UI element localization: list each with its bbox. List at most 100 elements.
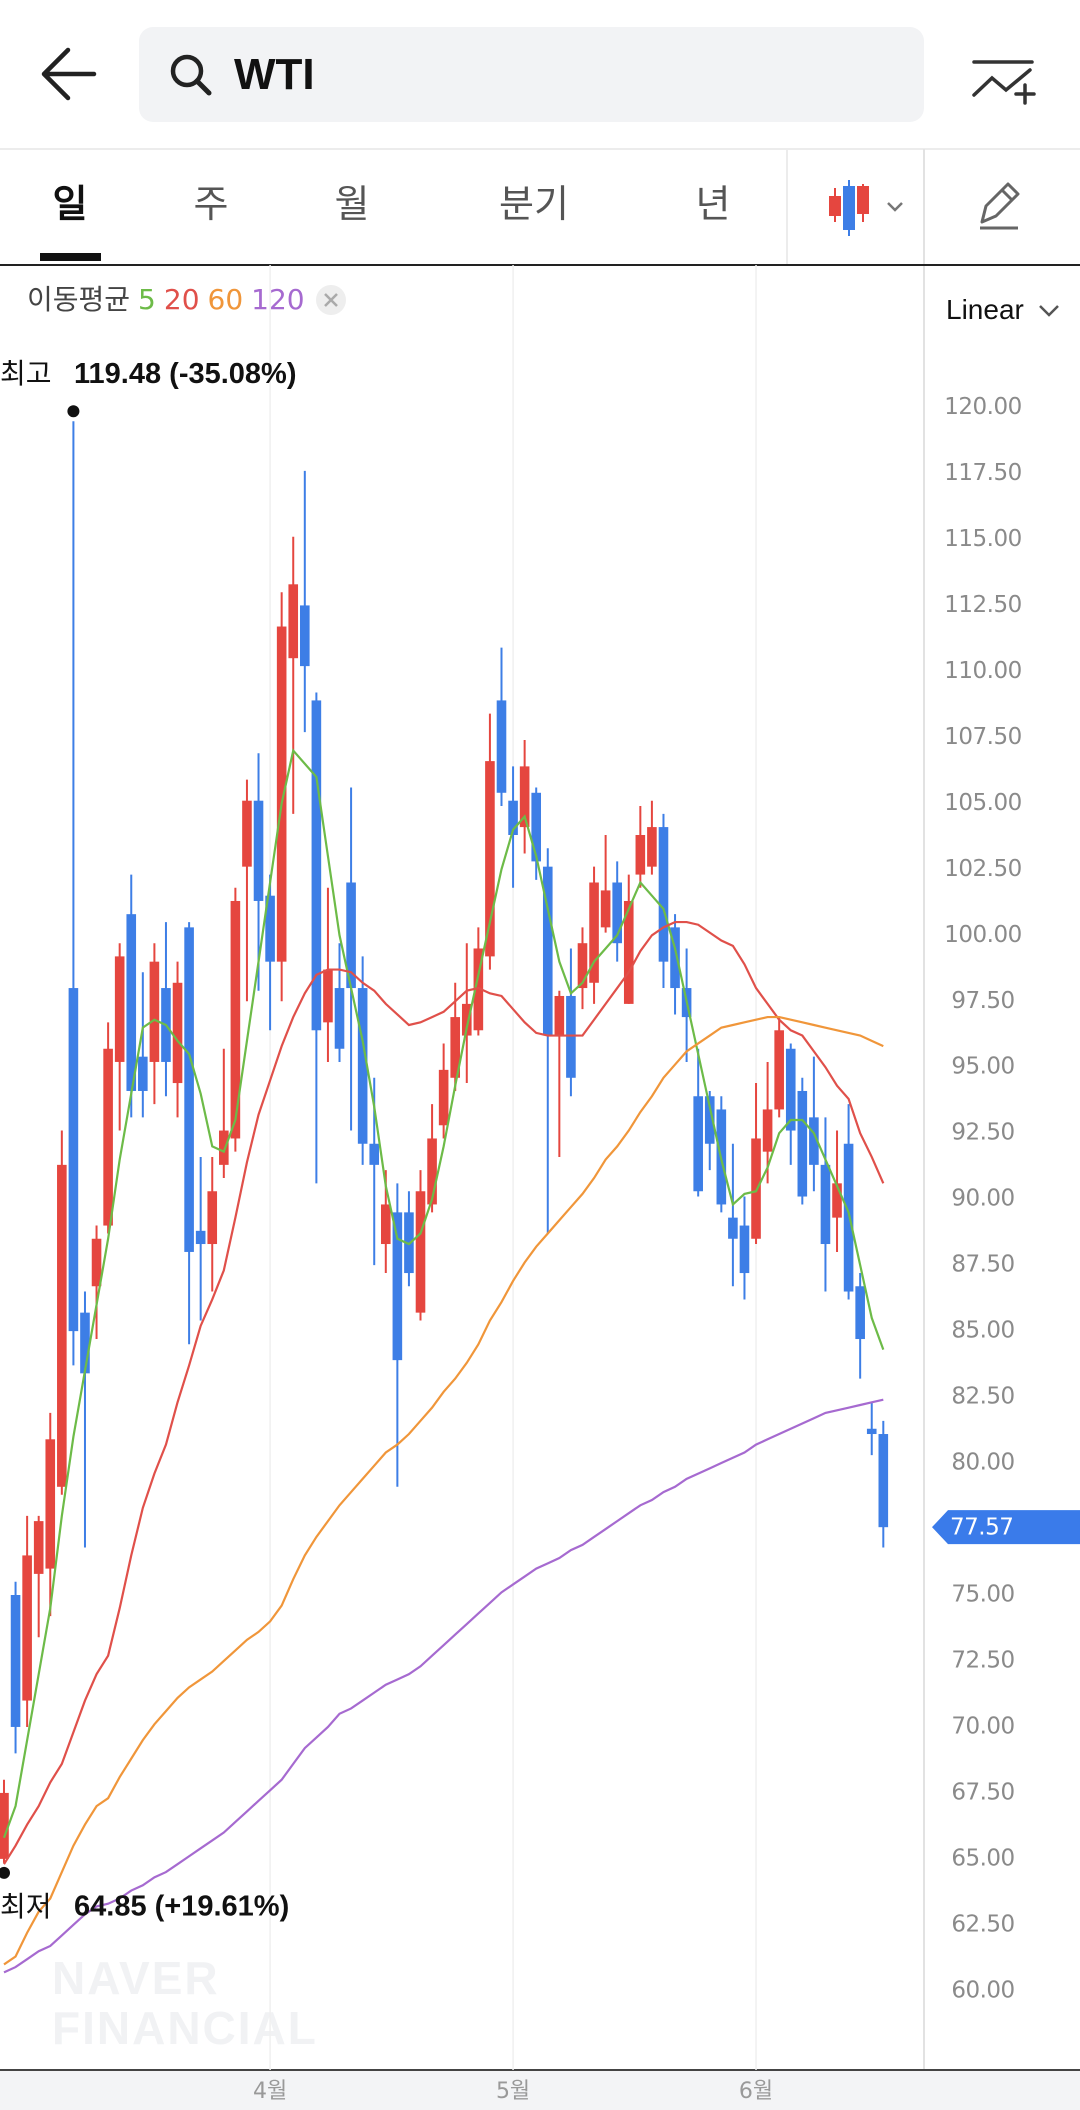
legend-close[interactable]	[316, 285, 346, 315]
y-tick-label: 102.50	[944, 856, 1021, 882]
candle-body	[207, 1191, 218, 1245]
candle-body	[357, 988, 368, 1144]
candle-body	[311, 700, 322, 1031]
add-indicator-button[interactable]	[972, 60, 1036, 105]
period-tab[interactable]: 일	[52, 182, 88, 226]
period-tab[interactable]: 주	[193, 182, 229, 226]
candle-body	[635, 835, 646, 875]
y-tick-label: 90.00	[951, 1186, 1014, 1212]
candle-body	[138, 1056, 148, 1091]
candle-body	[658, 827, 669, 962]
candle-body	[114, 956, 125, 1062]
annotation-label: 최고	[0, 357, 52, 390]
candle-body	[242, 800, 252, 867]
y-tick-label: 82.50	[951, 1384, 1014, 1410]
candle-body	[647, 827, 657, 867]
candle-body	[496, 700, 507, 793]
y-tick-label: 65.00	[951, 1845, 1014, 1871]
candle-body	[45, 1439, 56, 1569]
candle-body	[508, 800, 518, 835]
period-tab[interactable]: 월	[334, 182, 370, 226]
candle-body	[276, 626, 287, 962]
candle-body	[542, 866, 553, 1036]
y-tick-label: 75.00	[951, 1582, 1014, 1608]
candle-body	[172, 982, 183, 1084]
candle-body	[219, 1130, 229, 1165]
ma-line	[3, 920, 885, 1865]
candle-body	[461, 1003, 472, 1036]
y-tick-label: 115.00	[944, 526, 1021, 552]
candle-body	[751, 1138, 761, 1239]
period-tab[interactable]: 분기	[499, 182, 569, 226]
candle-body	[68, 988, 79, 1332]
scale-selector[interactable]: Linear	[946, 294, 1024, 325]
watermark: FINANCIAL	[52, 2002, 318, 2054]
y-tick-label: 117.50	[944, 460, 1021, 486]
candle-body	[369, 1143, 380, 1165]
candle-body	[820, 1164, 831, 1245]
y-tick-label: 85.00	[951, 1318, 1014, 1344]
y-tick-label: 107.50	[944, 724, 1021, 750]
candle-body	[797, 1090, 808, 1197]
legend-entry: 120	[251, 283, 305, 316]
candle-body	[380, 1204, 391, 1245]
y-tick-label: 97.50	[951, 988, 1014, 1014]
last-price-label: 77.57	[950, 1515, 1013, 1541]
search-text: WTI	[234, 50, 315, 99]
candle-body	[300, 605, 310, 667]
legend-entry: 5	[138, 283, 156, 316]
candle-body	[288, 584, 299, 659]
x-tick-label: 6월	[739, 2079, 773, 2104]
candle-body	[693, 1096, 703, 1192]
candle-body	[427, 1138, 437, 1205]
y-tick-label: 62.50	[951, 1911, 1014, 1937]
candle-body	[346, 882, 356, 989]
candle-body	[762, 1109, 773, 1152]
candle-body	[843, 1143, 854, 1292]
y-tick-label: 105.00	[944, 790, 1021, 816]
candle-body	[728, 1217, 738, 1239]
candle-body	[485, 761, 495, 957]
ma-line	[3, 1015, 884, 1966]
candle-body	[589, 882, 599, 983]
candle-body	[739, 1225, 750, 1274]
search-box[interactable]: WTI	[139, 27, 924, 122]
candle-body	[785, 1048, 796, 1131]
y-tick-label: 100.00	[944, 922, 1021, 948]
draw-button[interactable]	[980, 182, 1020, 230]
watermark: NAVER	[52, 1952, 220, 2004]
annotation-label: 최저	[0, 1890, 52, 1923]
candle-body	[392, 1212, 403, 1361]
candle-body	[195, 1230, 206, 1245]
legend-title: 이동평균	[27, 283, 131, 316]
y-tick-label: 80.00	[951, 1450, 1014, 1476]
candle-body	[253, 800, 264, 901]
y-tick-label: 112.50	[944, 592, 1021, 618]
candle-body	[265, 895, 275, 962]
candle-body	[531, 792, 542, 862]
candle-body	[57, 1164, 67, 1487]
y-tick-label: 120.00	[944, 394, 1021, 420]
candle-body	[855, 1286, 865, 1340]
candle-body	[832, 1183, 842, 1218]
scale-chevron[interactable]	[1039, 305, 1059, 317]
annotation-text: 64.85 (+19.61%)	[74, 1891, 289, 1923]
candle-body	[809, 1117, 819, 1165]
candle-body	[566, 995, 576, 1078]
candle-body	[612, 882, 622, 944]
candle-body	[415, 1191, 426, 1313]
y-tick-label: 95.00	[951, 1054, 1014, 1080]
period-tab[interactable]: 년	[695, 182, 731, 226]
back-button[interactable]	[41, 47, 97, 101]
x-tick-label: 5월	[496, 2079, 530, 2104]
candle-body	[878, 1434, 889, 1528]
candle-body	[600, 890, 611, 928]
candle-body	[774, 1030, 784, 1110]
ma-line	[3, 1398, 884, 1974]
candle-type-button[interactable]	[829, 180, 903, 236]
legend-entry: 20	[163, 283, 200, 316]
candle-body	[866, 1428, 877, 1435]
candle-body	[126, 914, 137, 1091]
